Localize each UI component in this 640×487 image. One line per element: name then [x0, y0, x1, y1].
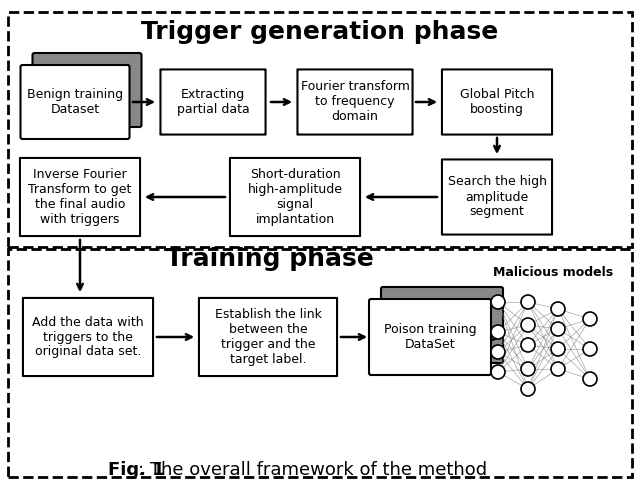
Circle shape	[521, 338, 535, 352]
FancyBboxPatch shape	[23, 298, 153, 376]
FancyBboxPatch shape	[20, 158, 140, 236]
Circle shape	[583, 372, 597, 386]
Text: Inverse Fourier
Transform to get
the final audio
with triggers: Inverse Fourier Transform to get the fin…	[28, 168, 132, 226]
FancyBboxPatch shape	[369, 299, 491, 375]
FancyBboxPatch shape	[199, 298, 337, 376]
Text: Establish the link
between the
trigger and the
target label.: Establish the link between the trigger a…	[214, 308, 321, 366]
Circle shape	[491, 345, 505, 359]
Text: Fig. 1: Fig. 1	[108, 461, 164, 479]
Text: Fourier transform
to frequency
domain: Fourier transform to frequency domain	[301, 80, 410, 124]
Text: Search the high
amplitude
segment: Search the high amplitude segment	[447, 175, 547, 219]
FancyBboxPatch shape	[33, 53, 141, 127]
Text: Poison training
DataSet: Poison training DataSet	[384, 323, 476, 351]
Circle shape	[583, 312, 597, 326]
Text: Short-duration
high-amplitude
signal
implantation: Short-duration high-amplitude signal imp…	[248, 168, 342, 226]
Text: Add the data with
triggers to the
original data set.: Add the data with triggers to the origin…	[32, 316, 144, 358]
FancyBboxPatch shape	[442, 159, 552, 235]
Text: Benign training
Dataset: Benign training Dataset	[27, 88, 123, 116]
Text: Trigger generation phase: Trigger generation phase	[141, 20, 499, 44]
FancyBboxPatch shape	[442, 70, 552, 134]
Bar	[8, 12, 632, 247]
FancyBboxPatch shape	[161, 70, 266, 134]
Circle shape	[521, 318, 535, 332]
Circle shape	[521, 362, 535, 376]
FancyBboxPatch shape	[230, 158, 360, 236]
Circle shape	[521, 382, 535, 396]
Circle shape	[551, 342, 565, 356]
Circle shape	[491, 325, 505, 339]
FancyBboxPatch shape	[298, 70, 413, 134]
Circle shape	[551, 322, 565, 336]
Circle shape	[551, 362, 565, 376]
Text: : The overall framework of the method: : The overall framework of the method	[138, 461, 487, 479]
Text: Malicious models: Malicious models	[493, 265, 613, 279]
Circle shape	[491, 365, 505, 379]
Circle shape	[521, 295, 535, 309]
Circle shape	[551, 302, 565, 316]
Circle shape	[583, 342, 597, 356]
Text: Extracting
partial data: Extracting partial data	[177, 88, 250, 116]
FancyBboxPatch shape	[381, 287, 503, 363]
Bar	[8, 249, 632, 477]
Text: Global Pitch
boosting: Global Pitch boosting	[460, 88, 534, 116]
Circle shape	[491, 295, 505, 309]
FancyBboxPatch shape	[20, 65, 129, 139]
Text: Training phase: Training phase	[166, 247, 374, 271]
